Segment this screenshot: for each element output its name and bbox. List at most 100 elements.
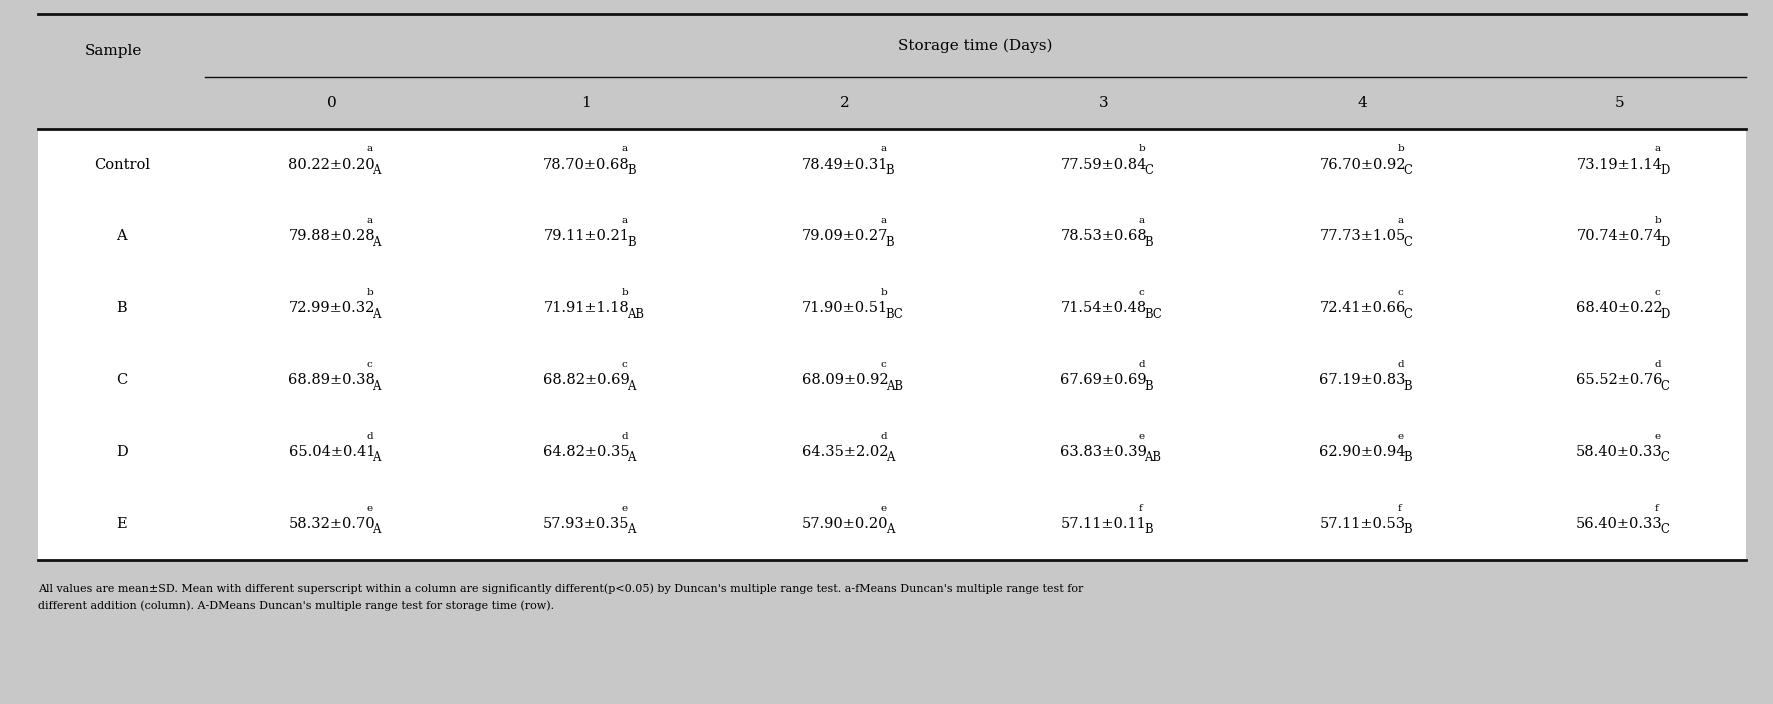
Text: e: e <box>879 504 886 513</box>
Text: a: a <box>879 144 886 153</box>
Text: Storage time (Days): Storage time (Days) <box>897 38 1053 53</box>
Text: 3: 3 <box>1097 96 1108 110</box>
Text: A: A <box>372 451 381 465</box>
Text: A: A <box>626 523 635 536</box>
Text: B: B <box>1402 523 1411 536</box>
Text: c: c <box>621 360 628 369</box>
Bar <box>37 129 1745 201</box>
Text: 78.49±0.31: 78.49±0.31 <box>801 158 888 172</box>
Text: 78.53±0.68: 78.53±0.68 <box>1060 230 1147 244</box>
Text: C: C <box>1402 308 1411 320</box>
Text: e: e <box>1397 432 1402 441</box>
Text: 70.74±0.74: 70.74±0.74 <box>1576 230 1661 244</box>
Text: a: a <box>367 144 372 153</box>
Text: 67.69±0.69: 67.69±0.69 <box>1060 373 1147 387</box>
Text: b: b <box>879 288 886 297</box>
Bar <box>37 272 1745 344</box>
Text: b: b <box>1654 216 1661 225</box>
Text: A: A <box>372 379 381 393</box>
Text: 78.70±0.68: 78.70±0.68 <box>543 158 629 172</box>
Text: 64.82±0.35: 64.82±0.35 <box>543 445 629 459</box>
Bar <box>37 14 1745 129</box>
Text: c: c <box>1397 288 1402 297</box>
Text: A: A <box>372 308 381 320</box>
Text: B: B <box>626 236 635 249</box>
Text: B: B <box>1144 523 1152 536</box>
Text: 64.35±2.02: 64.35±2.02 <box>801 445 888 459</box>
Text: B: B <box>117 301 128 315</box>
Text: A: A <box>626 379 635 393</box>
Text: 80.22±0.20: 80.22±0.20 <box>289 158 374 172</box>
Text: A: A <box>372 523 381 536</box>
Text: c: c <box>1654 288 1660 297</box>
Text: A: A <box>372 164 381 177</box>
Text: 71.91±1.18: 71.91±1.18 <box>543 301 629 315</box>
Text: 73.19±1.14: 73.19±1.14 <box>1576 158 1661 172</box>
Text: A: A <box>626 451 635 465</box>
Bar <box>37 416 1745 488</box>
Text: D: D <box>115 445 128 459</box>
Text: 65.52±0.76: 65.52±0.76 <box>1576 373 1661 387</box>
Text: e: e <box>621 504 628 513</box>
Text: BC: BC <box>1144 308 1161 320</box>
Text: 0: 0 <box>326 96 337 110</box>
Text: e: e <box>1654 432 1660 441</box>
Text: All values are mean±SD. Mean with different superscript within a column are sign: All values are mean±SD. Mean with differ… <box>37 583 1083 593</box>
Text: 63.83±0.39: 63.83±0.39 <box>1060 445 1147 459</box>
Text: A: A <box>372 236 381 249</box>
Text: 58.40±0.33: 58.40±0.33 <box>1576 445 1661 459</box>
Text: 67.19±0.83: 67.19±0.83 <box>1319 373 1404 387</box>
Text: BC: BC <box>885 308 902 320</box>
Text: 5: 5 <box>1613 96 1624 110</box>
Text: a: a <box>1138 216 1144 225</box>
Text: 68.40±0.22: 68.40±0.22 <box>1576 301 1661 315</box>
Text: 57.90±0.20: 57.90±0.20 <box>801 517 888 531</box>
Text: c: c <box>1138 288 1144 297</box>
Text: D: D <box>1660 164 1668 177</box>
Text: C: C <box>115 373 128 387</box>
Text: B: B <box>1144 236 1152 249</box>
Text: 57.11±0.53: 57.11±0.53 <box>1319 517 1404 531</box>
Text: 76.70±0.92: 76.70±0.92 <box>1319 158 1404 172</box>
Text: 79.11±0.21: 79.11±0.21 <box>543 230 629 244</box>
Text: c: c <box>879 360 885 369</box>
Text: a: a <box>621 144 628 153</box>
Text: AB: AB <box>885 379 902 393</box>
Text: 72.41±0.66: 72.41±0.66 <box>1319 301 1404 315</box>
Text: e: e <box>1138 432 1144 441</box>
Text: C: C <box>1660 451 1668 465</box>
Text: d: d <box>1397 360 1404 369</box>
Text: B: B <box>885 164 894 177</box>
Text: b: b <box>621 288 628 297</box>
Text: 68.82±0.69: 68.82±0.69 <box>543 373 629 387</box>
Text: 77.59±0.84: 77.59±0.84 <box>1060 158 1147 172</box>
Bar <box>37 488 1745 560</box>
Text: 72.99±0.32: 72.99±0.32 <box>289 301 374 315</box>
Text: 57.93±0.35: 57.93±0.35 <box>543 517 629 531</box>
Text: C: C <box>1402 164 1411 177</box>
Text: A: A <box>885 523 894 536</box>
Text: AB: AB <box>626 308 644 320</box>
Text: 2: 2 <box>840 96 849 110</box>
Text: f: f <box>1138 504 1142 513</box>
Text: 58.32±0.70: 58.32±0.70 <box>289 517 374 531</box>
Text: a: a <box>367 216 372 225</box>
Bar <box>37 344 1745 416</box>
Text: d: d <box>621 432 628 441</box>
Text: different addition (column). A-DMeans Duncan's multiple range test for storage t: different addition (column). A-DMeans Du… <box>37 601 553 611</box>
Text: Sample: Sample <box>85 44 142 58</box>
Text: 4: 4 <box>1356 96 1367 110</box>
Text: d: d <box>1654 360 1661 369</box>
Text: b: b <box>367 288 374 297</box>
Text: 71.54±0.48: 71.54±0.48 <box>1060 301 1147 315</box>
Text: Control: Control <box>94 158 149 172</box>
Text: D: D <box>1660 308 1668 320</box>
Text: d: d <box>1138 360 1145 369</box>
Text: e: e <box>367 504 372 513</box>
Text: B: B <box>885 236 894 249</box>
Text: B: B <box>1144 379 1152 393</box>
Text: 57.11±0.11: 57.11±0.11 <box>1060 517 1145 531</box>
Text: 1: 1 <box>582 96 590 110</box>
Text: b: b <box>1397 144 1404 153</box>
Text: 62.90±0.94: 62.90±0.94 <box>1319 445 1404 459</box>
